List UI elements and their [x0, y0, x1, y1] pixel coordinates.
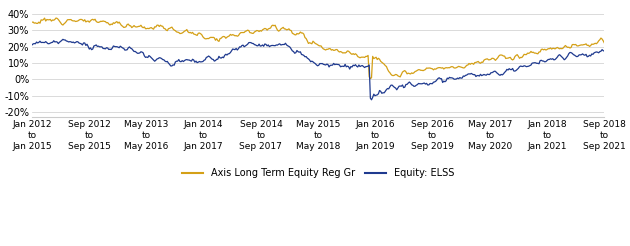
- Legend: Axis Long Term Equity Reg Gr, Equity: ELSS: Axis Long Term Equity Reg Gr, Equity: EL…: [178, 164, 459, 182]
